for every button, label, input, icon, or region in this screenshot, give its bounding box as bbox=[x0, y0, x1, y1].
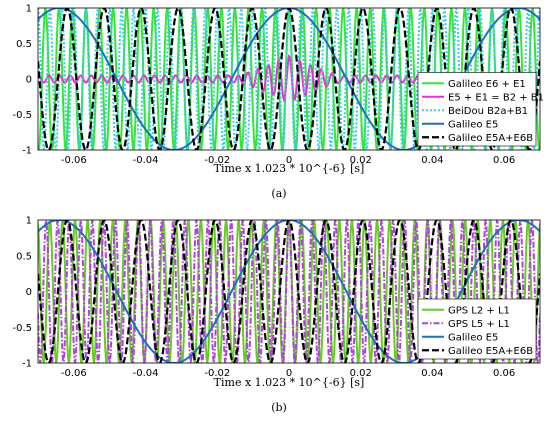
y-tick-label: 0 bbox=[26, 75, 32, 86]
legend-entry: Galileo E5A+E6B bbox=[448, 346, 533, 357]
x-axis-label: Time x 1.023 * 10^{-6} [s] bbox=[214, 162, 365, 175]
legend-entry: BeiDou B2a+B1 bbox=[448, 106, 528, 117]
x-tick-label: 0.06 bbox=[493, 368, 515, 379]
panel-caption: (b) bbox=[271, 401, 287, 414]
x-tick-label: 0 bbox=[286, 155, 292, 166]
legend-entry: Galileo E5 bbox=[448, 332, 498, 343]
y-tick-label: 0.5 bbox=[16, 39, 32, 50]
x-tick-label: -0.04 bbox=[133, 368, 159, 379]
x-tick-label: 0.02 bbox=[350, 155, 372, 166]
x-tick-label: 0 bbox=[286, 368, 292, 379]
chart-panel-1: -0.06 -0.04 -0.02 0 0.02 0.04 0.06 1 0.5 0 -0.5 -1 T… bbox=[12, 216, 541, 414]
y-tick-label: -1 bbox=[22, 146, 32, 157]
x-tick-label: 0.04 bbox=[421, 368, 443, 379]
series-line-galileo-e5a-e6b bbox=[38, 220, 540, 363]
legend-entry: GPS L2 + L1 bbox=[448, 305, 510, 316]
legend: GPS L2 + L1 GPS L5 + L1 Galileo E5 Galileo … bbox=[417, 298, 537, 360]
legend-entry: Galileo E5 bbox=[448, 119, 498, 130]
x-tick-label: 0.06 bbox=[493, 155, 515, 166]
x-tick-label: 0.04 bbox=[421, 155, 443, 166]
legend-entry: GPS L5 + L1 bbox=[448, 319, 510, 330]
x-tick-label: -0.02 bbox=[204, 368, 230, 379]
legend-entry: Galileo E6 + E1 bbox=[448, 79, 526, 90]
y-tick-label: -1 bbox=[22, 359, 32, 370]
y-tick-label: 0.5 bbox=[16, 251, 32, 262]
x-tick-label: 0.02 bbox=[350, 368, 372, 379]
axes-frame bbox=[37, 7, 541, 151]
x-tick-label: -0.06 bbox=[61, 368, 87, 379]
x-tick-label: -0.02 bbox=[204, 155, 230, 166]
x-tick-label: -0.04 bbox=[133, 155, 159, 166]
x-axis-label: Time x 1.023 * 10^{-6} [s] bbox=[214, 376, 365, 389]
legend-box bbox=[417, 72, 537, 147]
y-tick-label: -0.5 bbox=[12, 323, 32, 334]
y-tick-label: 0 bbox=[26, 287, 32, 298]
panel-caption: (a) bbox=[271, 187, 286, 200]
legend-entry: E5 + E1 = B2 + B1 bbox=[448, 92, 544, 103]
series-line-galileo-e5a-e6b bbox=[38, 8, 540, 150]
legend-entry: Galileo E5A+E6B bbox=[448, 133, 533, 144]
axes-frame bbox=[37, 219, 541, 364]
legend: Galileo E6 + E1 E5 + E1 = B2 + B1 BeiDou B… bbox=[417, 72, 544, 147]
y-tick-label: -0.5 bbox=[12, 110, 32, 121]
chart-panel-0: -0.06 -0.04 -0.02 0 0.02 0.04 0.06 1 0.5 0 -0.5 -1 T… bbox=[12, 4, 544, 201]
series-line-beidou-b2a-b1 bbox=[38, 8, 540, 150]
y-tick-label: 1 bbox=[26, 216, 32, 227]
x-tick-label: -0.06 bbox=[61, 155, 87, 166]
y-tick-label: 1 bbox=[26, 4, 32, 15]
